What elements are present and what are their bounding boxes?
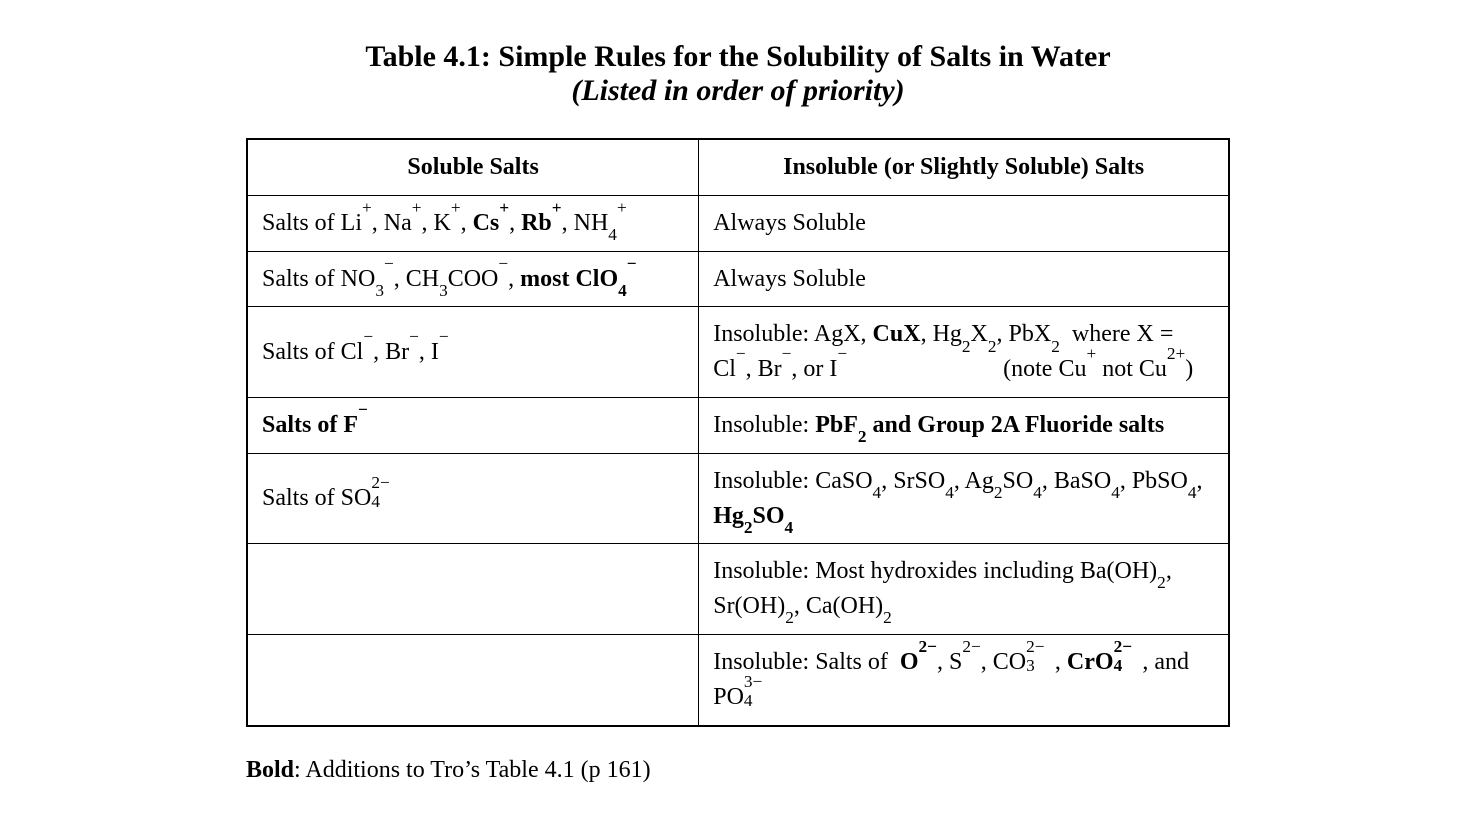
table-title: Table 4.1: Simple Rules for the Solubili… [138, 40, 1338, 74]
title-block: Table 4.1: Simple Rules for the Solubili… [138, 40, 1338, 108]
cell-soluble [247, 634, 699, 725]
col-header-insoluble: Insoluble (or Slightly Soluble) Salts [699, 139, 1229, 195]
cell-soluble [247, 544, 699, 635]
cell-insoluble: Always Soluble [699, 195, 1229, 251]
cell-soluble: Salts of Li+, Na+, K+, Cs+, Rb+, NH4+ [247, 195, 699, 251]
table-row: Salts of Cl−, Br−, I− Insoluble: AgX, Cu… [247, 307, 1229, 398]
table-row: Salts of Li+, Na+, K+, Cs+, Rb+, NH4+ Al… [247, 195, 1229, 251]
table-subtitle: (Listed in order of priority) [138, 74, 1338, 108]
cell-insoluble: Insoluble: Salts of O2−, S2−, CO2−3, CrO… [699, 634, 1229, 725]
table-row: Salts of F− Insoluble: PbF2 and Group 2A… [247, 397, 1229, 453]
cell-insoluble: Insoluble: CaSO4, SrSO4, Ag2SO4, BaSO4, … [699, 453, 1229, 544]
table-body: Salts of Li+, Na+, K+, Cs+, Rb+, NH4+ Al… [247, 195, 1229, 725]
cell-soluble: Salts of SO2−4 [247, 453, 699, 544]
table-row: Salts of SO2−4 Insoluble: CaSO4, SrSO4, … [247, 453, 1229, 544]
cell-soluble: Salts of Cl−, Br−, I− [247, 307, 699, 398]
col-header-soluble: Soluble Salts [247, 139, 699, 195]
cell-insoluble: Insoluble: AgX, CuX, Hg2X2, PbX2 where X… [699, 307, 1229, 398]
cell-insoluble: Always Soluble [699, 251, 1229, 307]
cell-soluble: Salts of NO3−, CH3COO−, most ClO4− [247, 251, 699, 307]
footnote: Bold: Additions to Tro’s Table 4.1 (p 16… [246, 757, 1230, 784]
table-row: Insoluble: Salts of O2−, S2−, CO2−3, CrO… [247, 634, 1229, 725]
cell-insoluble: Insoluble: PbF2 and Group 2A Fluoride sa… [699, 397, 1229, 453]
cell-soluble: Salts of F− [247, 397, 699, 453]
table-row: Salts of NO3−, CH3COO−, most ClO4− Alway… [247, 251, 1229, 307]
table-header-row: Soluble Salts Insoluble (or Slightly Sol… [247, 139, 1229, 195]
table-row: Insoluble: Most hydroxides including Ba(… [247, 544, 1229, 635]
solubility-table: Soluble Salts Insoluble (or Slightly Sol… [246, 138, 1230, 727]
cell-insoluble: Insoluble: Most hydroxides including Ba(… [699, 544, 1229, 635]
solubility-table-page: Table 4.1: Simple Rules for the Solubili… [138, 40, 1338, 784]
